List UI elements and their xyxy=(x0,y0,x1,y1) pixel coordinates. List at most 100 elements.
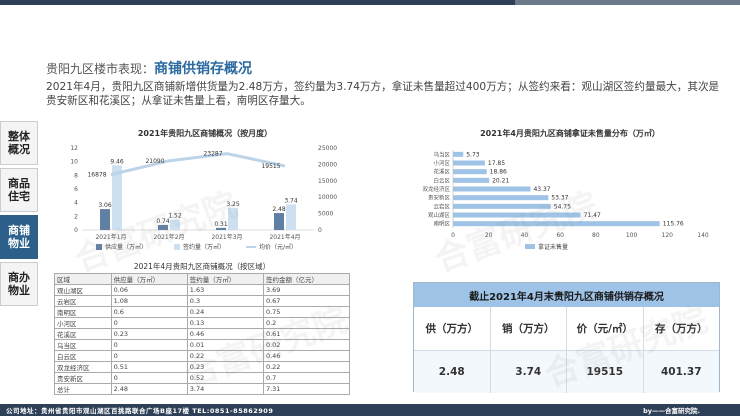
legend-price: 均价（元/㎡） xyxy=(259,243,297,251)
unsold-label: 5.73 xyxy=(466,151,480,158)
table-caption: 2021年4月贵阳九区商铺概况（按区域） xyxy=(133,262,271,271)
table-cell: 0.75 xyxy=(262,306,351,318)
y-right-tick: 5000 xyxy=(318,211,333,218)
y-tick: 贵安新区 xyxy=(428,194,451,202)
unsold-bar xyxy=(453,151,464,157)
table-cell: 0 xyxy=(110,339,188,351)
x-tick: 100 xyxy=(626,232,638,239)
table-cell: 0.23 xyxy=(186,361,264,373)
table-cell: 3.69 xyxy=(262,284,351,296)
unsold-label: 54.75 xyxy=(554,203,571,210)
table-row: 乌当区 0 0.01 0.02 xyxy=(54,339,351,351)
summary-label: 销（万方） xyxy=(491,307,567,350)
table-cell: 3.74 xyxy=(186,383,264,395)
supply-bar xyxy=(158,224,168,230)
table-row: 贵安新区 0 0.52 0.7 xyxy=(54,372,351,384)
chart2-title: 2021年4月贵阳九区商铺拿证未售量分布（万㎡） xyxy=(480,129,660,138)
y-right-tick: 20000 xyxy=(318,161,337,168)
table-cell: 7.31 xyxy=(262,383,351,395)
y-tick: 白云区 xyxy=(433,176,450,184)
unsold-label: 18.86 xyxy=(490,169,507,176)
summary-label: 存（万方） xyxy=(655,323,708,335)
supply-bar xyxy=(274,213,284,230)
summary-box: 截止2021年4月末贵阳九区商铺供销存概况 供（万方） 销（万方） 价（元/㎡）… xyxy=(413,282,720,393)
table-cell: 云岩区 xyxy=(54,295,112,307)
price-line xyxy=(110,152,286,177)
table-cell: 0.6 xyxy=(110,306,188,318)
price-label: 16878 xyxy=(87,172,106,179)
footer: 公司地址：贵州省贵阳市观山湖区百挑路联合广场B座17楼 TEL:0851-858… xyxy=(0,404,740,416)
table-cell: 0.61 xyxy=(262,328,351,340)
table-cell: 0.13 xyxy=(186,317,264,329)
unsold-bar xyxy=(453,169,487,175)
supply-label: 0.74 xyxy=(156,218,170,225)
table-cell: 小河区 xyxy=(54,317,112,329)
y-right-tick: 25000 xyxy=(318,145,337,152)
table-header: 签约量（万㎡） xyxy=(186,273,264,285)
table-header: 区域 xyxy=(54,273,112,285)
table-row: 总计 2.48 3.74 7.31 xyxy=(54,383,351,395)
summary-value: 2.48 xyxy=(414,351,491,393)
price-label: 23287 xyxy=(203,151,222,158)
sales-bar xyxy=(112,165,122,230)
page-title: 贵阳九区楼市表现：商铺供销存概况 xyxy=(46,58,252,78)
unsold-bar xyxy=(453,221,660,227)
sidebar-item-shops[interactable]: 商铺物业 xyxy=(0,215,38,259)
table-cell: 1.63 xyxy=(186,284,264,296)
sidebar-item-overall[interactable]: 整体概况 xyxy=(0,121,38,165)
legend-swatch-supply xyxy=(96,244,102,250)
sidebar-item-office[interactable]: 商办物业 xyxy=(0,262,38,306)
table-cell: 0.7 xyxy=(262,372,351,384)
table-row: 花溪区 0.23 0.46 0.61 xyxy=(54,328,351,340)
table-cell: 2.48 xyxy=(110,383,188,395)
sidebar-item-residential[interactable]: 商品住宅 xyxy=(0,168,38,212)
unsold-bar xyxy=(453,212,581,218)
unsold-label: 17.85 xyxy=(488,160,505,167)
summary-label: 供（万方） xyxy=(414,307,491,350)
y-right-tick: 10000 xyxy=(318,194,337,201)
sales-label: 3.25 xyxy=(226,201,240,208)
table-cell: 1.08 xyxy=(110,295,188,307)
unsold-bar xyxy=(453,203,551,209)
x-tick: 0 xyxy=(451,232,455,239)
table-cell: 0.46 xyxy=(186,328,264,340)
sales-label: 1.52 xyxy=(168,213,182,220)
legend-swatch xyxy=(525,244,535,249)
table-cell: 0.01 xyxy=(186,339,264,351)
unsold-distribution-chart: 乌当区 5.73 小河区 17.85 花溪区 18.86 白云区 20.21 双龙经济区 43.3… xyxy=(422,150,709,251)
table-cell: 0 xyxy=(110,372,188,384)
monthly-chart: 0 2 4 6 8 10 12 0 5000 10000 15000 20000 25000 3.06 9.… xyxy=(70,145,337,251)
y-left-tick: 2 xyxy=(74,213,78,220)
table-cell: 0 xyxy=(110,317,188,329)
table-cell: 0.3 xyxy=(186,295,264,307)
sales-bar xyxy=(170,219,180,230)
table-cell: 白云区 xyxy=(54,350,112,362)
title-main: 商铺供销存概况 xyxy=(154,61,253,77)
supply-label: 2.48 xyxy=(272,206,286,213)
table-header: 供应量（万㎡） xyxy=(110,273,188,285)
x-tick: 20 xyxy=(485,232,493,239)
summary-value-row: 2.48 3.74 19515 401.37 xyxy=(414,350,719,393)
table-cell: 南明区 xyxy=(54,306,112,318)
sales-bar xyxy=(286,204,296,230)
unsold-label: 115.76 xyxy=(663,221,684,228)
x-tick: 2021年1月 xyxy=(95,233,126,241)
x-tick: 80 xyxy=(592,232,600,239)
table-cell: 0.51 xyxy=(110,361,188,373)
table-cell: 0.22 xyxy=(186,350,264,362)
y-left-tick: 8 xyxy=(74,172,78,179)
table-cell: 贵安新区 xyxy=(54,372,112,384)
price-label: 21090 xyxy=(145,158,164,165)
y-tick: 花溪区 xyxy=(433,168,450,176)
unsold-label: 71.47 xyxy=(584,212,601,219)
table-header: 签约金额（亿元） xyxy=(262,273,351,285)
x-tick: 140 xyxy=(697,232,709,239)
summary-label: 价（元/㎡） xyxy=(567,307,644,350)
district-table: 2021年4月贵阳九区商铺概况（按区域） 区域 供应量（万㎡） 签约量（万㎡） … xyxy=(54,261,351,395)
unsold-bar xyxy=(453,177,490,183)
table-cell: 0.06 xyxy=(110,284,188,296)
supply-bar xyxy=(100,209,110,230)
summary-label-row: 供（万方） 销（万方） 价（元/㎡） 存（万方） xyxy=(414,307,719,350)
x-tick: 2021年2月 xyxy=(153,233,184,241)
legend-sales: 签约量（万㎡） xyxy=(183,243,225,251)
